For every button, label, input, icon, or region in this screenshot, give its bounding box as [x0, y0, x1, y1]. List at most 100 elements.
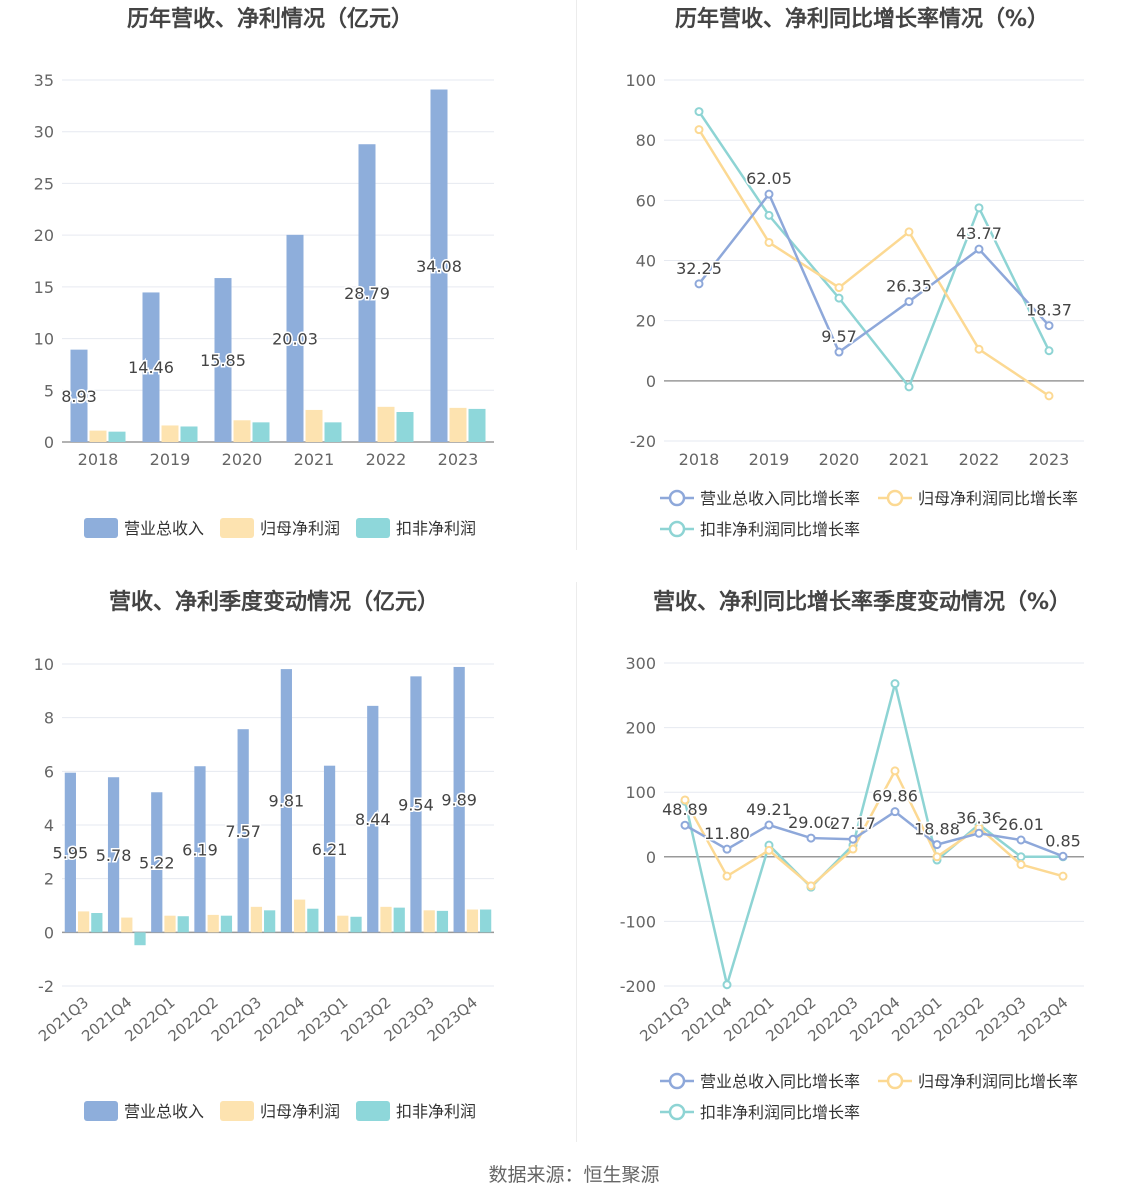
- legend-marker: [668, 1072, 686, 1090]
- series-point: [694, 107, 704, 117]
- legend-swatch: [220, 518, 254, 538]
- legend-swatch: [220, 1101, 254, 1121]
- series-point: [764, 210, 774, 220]
- series-point: [834, 283, 844, 293]
- bar-revenue: [214, 278, 232, 442]
- data-label: 5.78: [96, 846, 132, 865]
- series-point: [932, 840, 942, 850]
- bar-deducted-profit: [436, 910, 449, 933]
- data-label: 43.77: [956, 224, 1002, 243]
- y-tick-label: 2: [44, 870, 54, 889]
- x-tick-label: 2018: [78, 450, 119, 469]
- series-point: [764, 237, 774, 247]
- chart-title: 历年营收、净利同比增长率情况（%）: [675, 6, 1049, 32]
- data-label: 26.35: [886, 277, 932, 296]
- y-tick-label: 0: [44, 923, 54, 942]
- chart-4: 营收、净利同比增长率季度变动情况（%）-200-1000100200300202…: [620, 589, 1084, 1122]
- series-point: [806, 833, 816, 843]
- legend: 营业总收入 归母净利润 扣非净利润: [84, 1101, 476, 1121]
- y-tick-label: 0: [646, 848, 656, 867]
- data-label: 32.25: [676, 259, 722, 278]
- series-point: [1058, 851, 1068, 861]
- bar-deducted-profit: [91, 913, 103, 933]
- series-point: [834, 293, 844, 303]
- series-point: [834, 347, 844, 357]
- data-label: 9.54: [398, 795, 434, 814]
- x-tick-label: 2023: [1029, 450, 1070, 469]
- y-tick-label: 200: [625, 719, 656, 738]
- bar-parent-profit: [164, 915, 176, 933]
- legend-label: 扣非净利润: [396, 519, 476, 538]
- legend-swatch: [84, 518, 118, 538]
- data-label: 8.93: [61, 387, 97, 406]
- bar-deducted-profit: [177, 916, 189, 933]
- legend-label: 扣非净利润同比增长率: [700, 520, 860, 539]
- chart-title: 历年营收、净利情况（亿元）: [127, 6, 413, 32]
- bar-deducted-profit: [307, 908, 319, 933]
- y-tick-label: 20: [34, 226, 54, 245]
- data-label: 7.57: [225, 822, 261, 841]
- data-label: 5.95: [53, 844, 89, 863]
- bar-revenue: [323, 765, 336, 933]
- x-tick-label: 2023: [438, 450, 479, 469]
- legend-label: 归母净利润: [260, 1102, 340, 1121]
- bar-deducted-profit: [264, 910, 276, 933]
- bar-deducted-profit: [134, 932, 146, 946]
- bar-revenue: [151, 792, 163, 933]
- bar-revenue: [358, 144, 376, 443]
- series-point: [722, 980, 732, 990]
- series-point: [806, 881, 816, 891]
- legend-marker: [668, 1103, 686, 1121]
- data-label: 36.36: [956, 808, 1002, 827]
- data-label: 29.00: [788, 813, 834, 832]
- x-tick-label: 2018: [679, 450, 720, 469]
- y-tick-label: -2: [38, 977, 54, 996]
- data-label: 18.88: [914, 820, 960, 839]
- data-label: 9.89: [441, 791, 477, 810]
- bar-parent-profit: [293, 899, 306, 933]
- data-label: 26.01: [998, 815, 1044, 834]
- data-label: 20.03: [272, 329, 318, 348]
- legend-swatch: [356, 1101, 390, 1121]
- data-label: 9.57: [821, 327, 857, 346]
- bar-parent-profit: [380, 906, 392, 933]
- y-tick-label: 25: [34, 174, 54, 193]
- y-tick-label: 35: [34, 71, 54, 90]
- bar-parent-profit: [207, 914, 219, 933]
- data-label: 11.80: [704, 824, 750, 843]
- series-point: [904, 297, 914, 307]
- series-point: [1044, 321, 1054, 331]
- bar-parent-profit: [423, 910, 435, 933]
- data-label: 34.08: [416, 257, 462, 276]
- legend-label: 扣非净利润同比增长率: [700, 1103, 860, 1122]
- series-point: [890, 766, 900, 776]
- y-tick-label: 30: [34, 123, 54, 142]
- series-point: [694, 279, 704, 289]
- series-point: [680, 820, 690, 830]
- chart-3: 营收、净利季度变动情况（亿元）-202468102021Q32021Q42022…: [34, 589, 494, 1121]
- series-point: [904, 382, 914, 392]
- y-tick-label: -200: [620, 977, 656, 996]
- legend-marker: [668, 520, 686, 538]
- series-point: [848, 844, 858, 854]
- bar-revenue: [107, 777, 120, 933]
- legend-swatch: [84, 1101, 118, 1121]
- bar-deducted-profit: [180, 426, 198, 442]
- series-point: [974, 244, 984, 254]
- bar-revenue: [286, 234, 304, 442]
- data-label: 8.44: [355, 810, 391, 829]
- bar-parent-profit: [250, 906, 263, 933]
- series-line-deducted-profit-growth: [697, 110, 1051, 390]
- bar-revenue: [280, 669, 292, 933]
- series-point: [764, 820, 774, 830]
- y-tick-label: 300: [625, 654, 656, 673]
- bar-deducted-profit: [396, 412, 414, 442]
- y-tick-label: 60: [636, 191, 656, 210]
- bar-revenue: [410, 676, 422, 933]
- series-point: [1016, 852, 1026, 862]
- legend-label: 扣非净利润: [396, 1102, 476, 1121]
- bar-parent-profit: [233, 420, 251, 442]
- data-label: 9.81: [269, 792, 305, 811]
